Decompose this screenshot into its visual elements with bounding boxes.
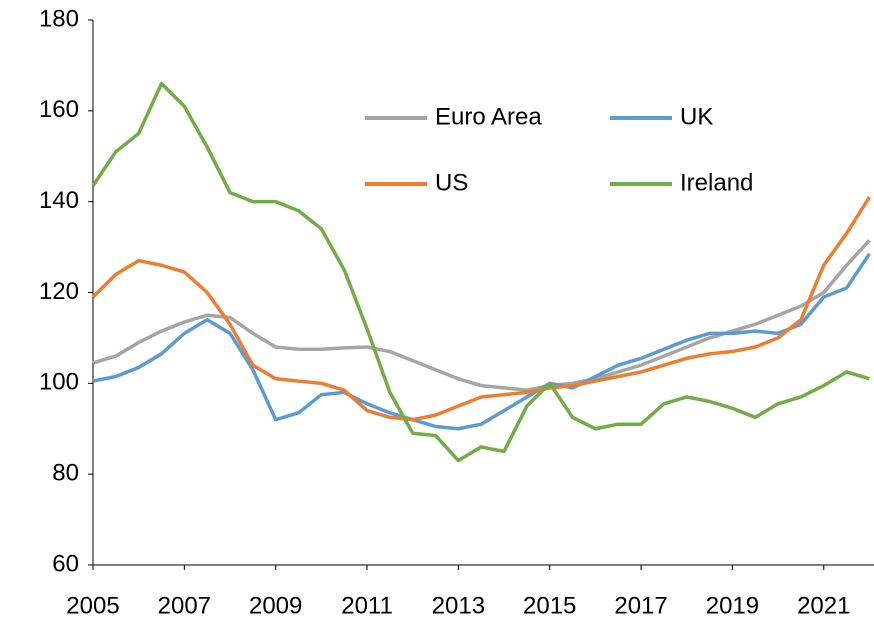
legend-label: US [435, 169, 468, 196]
x-tick-label: 2015 [523, 592, 576, 617]
x-tick-label: 2011 [341, 592, 393, 617]
x-tick-label: 2013 [432, 592, 485, 617]
y-tick-label: 160 [39, 96, 79, 123]
data-line [92, 252, 871, 431]
y-tick-label: 120 [39, 278, 79, 305]
data-line [91, 81, 870, 463]
y-tick-label: 100 [39, 369, 79, 396]
y-tick-label: 180 [39, 5, 79, 32]
x-tick-label: 2019 [706, 592, 759, 617]
x-tick-label: 2007 [158, 592, 211, 617]
x-tick-label: 2021 [797, 592, 850, 617]
legend-label: Ireland [680, 169, 753, 196]
legend-label: UK [680, 103, 713, 130]
y-tick-label: 140 [39, 187, 79, 214]
x-tick-label: 2005 [66, 592, 119, 617]
y-tick-label: 80 [52, 460, 79, 487]
x-tick-label: 2017 [614, 592, 667, 617]
x-tick-label: 2009 [249, 592, 302, 617]
y-tick-label: 60 [52, 550, 79, 577]
data-line [92, 239, 871, 392]
legend-label: Euro Area [435, 103, 542, 130]
data-line [91, 196, 871, 422]
